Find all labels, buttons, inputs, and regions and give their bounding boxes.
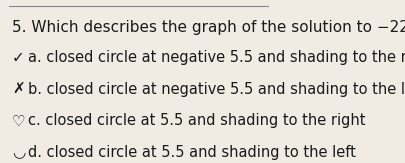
Text: ✗: ✗ — [12, 82, 25, 97]
Text: ✓: ✓ — [12, 50, 25, 65]
Text: ◡: ◡ — [12, 145, 26, 160]
Text: c. closed circle at 5.5 and shading to the right: c. closed circle at 5.5 and shading to t… — [28, 113, 366, 128]
Text: a. closed circle at negative 5.5 and shading to the right: a. closed circle at negative 5.5 and sha… — [28, 50, 405, 65]
Text: d. closed circle at 5.5 and shading to the left: d. closed circle at 5.5 and shading to t… — [28, 145, 356, 160]
Text: 5. Which describes the graph of the solution to −22≤4x?: 5. Which describes the graph of the solu… — [12, 20, 405, 35]
Text: b. closed circle at negative 5.5 and shading to the left: b. closed circle at negative 5.5 and sha… — [28, 82, 405, 97]
Text: ♡: ♡ — [12, 113, 26, 128]
